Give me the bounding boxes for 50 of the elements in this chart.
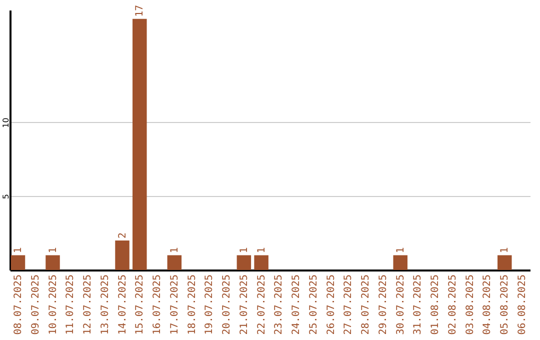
x-tick-label: 02.08.2025: [447, 274, 458, 335]
x-tick-label: 19.07.2025: [204, 274, 216, 335]
x-tick-label: 24.07.2025: [291, 274, 302, 335]
data-label: 1: [395, 247, 406, 254]
x-tick-label: 25.07.2025: [308, 274, 320, 335]
x-tick-label: 01.08.2025: [430, 274, 442, 335]
x-tick-label: 28.07.2025: [360, 274, 372, 335]
bar: [10, 255, 26, 270]
y-tick-label: 10: [2, 118, 10, 128]
x-tick-label: 11.07.2025: [65, 274, 76, 335]
x-tick-label: 04.08.2025: [482, 274, 494, 335]
x-tick-label: 22.07.2025: [256, 274, 268, 335]
x-tick-label: 27.07.2025: [343, 274, 354, 335]
data-label: 1: [48, 247, 59, 254]
data-label: 2: [117, 232, 128, 238]
data-label: 1: [238, 247, 250, 254]
bar: [498, 255, 512, 270]
x-tick-label: 05.08.2025: [500, 274, 511, 335]
x-tick-label: 15.07.2025: [134, 274, 146, 335]
x-tick-label: 26.07.2025: [326, 274, 337, 335]
bar: [236, 255, 252, 270]
x-tick-label: 31.07.2025: [412, 274, 424, 335]
x-tick-label: 16.07.2025: [152, 274, 164, 335]
data-label: 17: [134, 4, 146, 17]
data-label: 1: [169, 247, 180, 254]
x-tick-label: 09.07.2025: [30, 274, 42, 335]
bar: [46, 255, 60, 270]
data-label: 1: [256, 247, 268, 254]
bar: [115, 240, 130, 270]
bar: [393, 255, 408, 270]
x-tick-label: 17.07.2025: [169, 274, 180, 335]
x-tick-label: 20.07.2025: [222, 274, 233, 335]
data-label: 1: [500, 247, 511, 254]
x-tick-label: 29.07.2025: [378, 274, 389, 335]
bar: [167, 255, 182, 270]
bar: [132, 18, 147, 270]
x-tick-label: 23.07.2025: [274, 274, 285, 335]
y-tick-label: 5: [2, 194, 10, 200]
x-tick-label: 14.07.2025: [117, 274, 128, 335]
bar: [254, 255, 268, 270]
x-tick-label: 12.07.2025: [82, 274, 94, 335]
x-tick-label: 21.07.2025: [238, 274, 250, 335]
x-tick-label: 30.07.2025: [395, 274, 406, 335]
x-tick-label: 10.07.2025: [48, 274, 59, 335]
x-tick-label: 13.07.2025: [100, 274, 111, 335]
x-tick-label: 06.08.2025: [517, 274, 528, 335]
data-label: 1: [12, 247, 24, 254]
x-tick-label: 18.07.2025: [186, 274, 198, 335]
x-tick-label: 03.08.2025: [464, 274, 476, 335]
x-tick-label: 08.07.2025: [12, 274, 24, 335]
